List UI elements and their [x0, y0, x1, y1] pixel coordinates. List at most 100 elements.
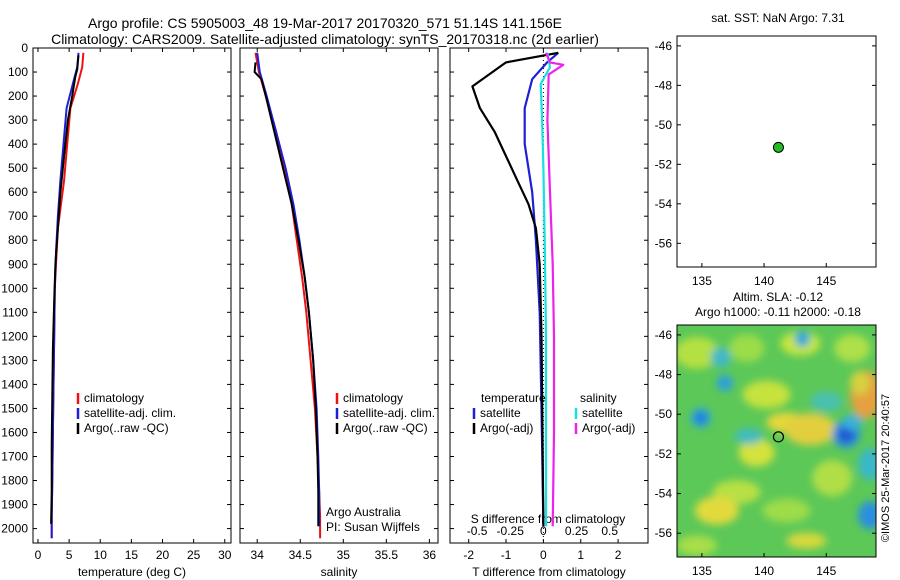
y-tick-label: -52	[655, 157, 673, 171]
y-tick-label: 1100	[2, 305, 28, 319]
series-line	[50, 55, 80, 524]
x-tick-label: 145	[816, 274, 836, 288]
y-tick-label: 500	[8, 161, 28, 175]
series-line	[471, 51, 559, 527]
x-tick-label: 140	[754, 274, 774, 288]
s-tick-label: -0.5	[467, 524, 488, 538]
x-tick-label: 34.5	[289, 548, 313, 562]
x-axis-label: salinity	[321, 565, 358, 579]
y-tick-label: 900	[8, 257, 28, 271]
sla-anomaly-blob	[842, 414, 863, 431]
y-tick-label: 1600	[1, 425, 28, 439]
y-tick-label: -54	[655, 487, 673, 501]
legend-label: satellite	[480, 406, 521, 420]
y-tick-label: -48	[655, 78, 673, 92]
legend-label: satellite-adj. clim.	[84, 406, 176, 420]
sla-anomaly-blob	[812, 460, 853, 497]
y-tick-label: 1700	[1, 449, 28, 463]
plot-frame	[239, 47, 439, 544]
sla-anomaly-blob	[677, 535, 717, 556]
series-line	[539, 52, 552, 527]
map-frame	[676, 35, 877, 268]
x-tick-label: -1	[501, 548, 512, 562]
x-tick-label: 140	[754, 564, 774, 578]
series-line	[253, 62, 320, 527]
temperature-profile-panel: 0 5 10 15 20 25 300100200300400500600700800900…	[1, 41, 231, 579]
x-tick-label: 135	[692, 564, 712, 578]
y-tick-label: 1000	[1, 281, 28, 295]
map-frame	[676, 324, 877, 558]
float-owner-label: Argo Australia	[326, 505, 401, 519]
sla-anomaly-blob	[742, 380, 791, 409]
y-tick-label: 300	[8, 113, 28, 127]
sla-title-line-1: Altim. SLA: -0.12	[733, 290, 823, 304]
y-tick-label: 1300	[1, 353, 28, 367]
series-line	[523, 51, 560, 527]
s-axis-label: S difference from climatology	[471, 512, 626, 526]
legend-header-temperature: temperature	[481, 391, 546, 405]
figure-title-line-2: Climatology: CARS2009. Satellite-adjuste…	[51, 31, 599, 47]
sla-anomaly-blob	[694, 496, 739, 525]
x-tick-label: 135	[692, 274, 712, 288]
y-tick-label: -50	[655, 407, 673, 421]
figure-title-line-1: Argo profile: CS 5905003_48 19-Mar-2017 …	[87, 15, 563, 31]
plot-frame	[32, 47, 232, 544]
s-tick-label: 0	[540, 524, 547, 538]
legend-label: Argo(..raw -QC)	[343, 421, 428, 435]
legend-header-salinity: salinity	[580, 391, 617, 405]
y-tick-label: 200	[8, 89, 28, 103]
difference-profile-panel: -2 -1 0 1 2 T difference from climatology -0.5…	[449, 47, 649, 579]
s-tick-label: 0.25	[565, 524, 589, 538]
sla-anomaly-blob	[858, 501, 876, 530]
series-line	[544, 52, 565, 527]
x-tick-label: 2	[615, 548, 622, 562]
plot-frame	[449, 47, 649, 544]
sla-anomaly-blob	[858, 448, 876, 481]
y-tick-label: 0	[21, 41, 28, 55]
y-tick-label: 600	[8, 185, 28, 199]
series-group	[253, 52, 322, 539]
x-tick-label: 34	[251, 548, 265, 562]
float-position-marker	[772, 141, 784, 153]
float-position-marker	[772, 431, 785, 443]
sla-anomaly-blob	[710, 347, 731, 368]
legend-label: climatology	[343, 391, 403, 405]
x-tick-label: 10	[94, 548, 108, 562]
legend-label: satellite	[582, 406, 623, 420]
y-tick-label: 1900	[1, 498, 28, 512]
sla-anomaly-blob	[850, 371, 871, 395]
x-tick-label: -2	[463, 548, 474, 562]
y-tick-label: -56	[655, 236, 673, 250]
x-tick-label: 5	[66, 548, 73, 562]
x-axis-label: T difference from climatology	[472, 565, 626, 579]
legend-label: Argo(..raw -QC)	[84, 421, 169, 435]
s-tick-label: -0.25	[497, 524, 525, 538]
legend-label: climatology	[84, 391, 144, 405]
x-tick-label: 25	[187, 548, 201, 562]
y-tick-label: -56	[655, 526, 673, 540]
sla-anomaly-blob	[810, 391, 843, 412]
x-tick-label: 36	[423, 548, 437, 562]
y-tick-label: -52	[655, 447, 673, 461]
sla-heatmap	[677, 325, 876, 557]
x-tick-label: 145	[816, 564, 836, 578]
x-tick-label: 35	[337, 548, 351, 562]
y-tick-label: 1200	[1, 329, 28, 343]
x-tick-label: 15	[125, 548, 139, 562]
y-tick-label: -50	[655, 118, 673, 132]
y-tick-label: 1800	[1, 474, 28, 488]
legend-label: satellite-adj. clim.	[343, 406, 435, 420]
x-tick-label: 30	[218, 548, 232, 562]
series-line	[50, 52, 80, 539]
y-tick-label: 700	[8, 209, 28, 223]
series-line	[256, 52, 321, 527]
sst-map-title: sat. SST: NaN Argo: 7.31	[711, 11, 845, 25]
imos-timestamp-label: ©IMOS 25-Mar-2017 20:40:57	[880, 394, 892, 542]
y-tick-label: 400	[8, 137, 28, 151]
sla-anomaly-blob	[728, 334, 765, 363]
sla-anomaly-blob	[677, 336, 719, 369]
sla-anomaly-blob	[784, 413, 837, 446]
x-tick-label: 1	[577, 548, 584, 562]
sla-anomaly-blob	[734, 428, 763, 445]
